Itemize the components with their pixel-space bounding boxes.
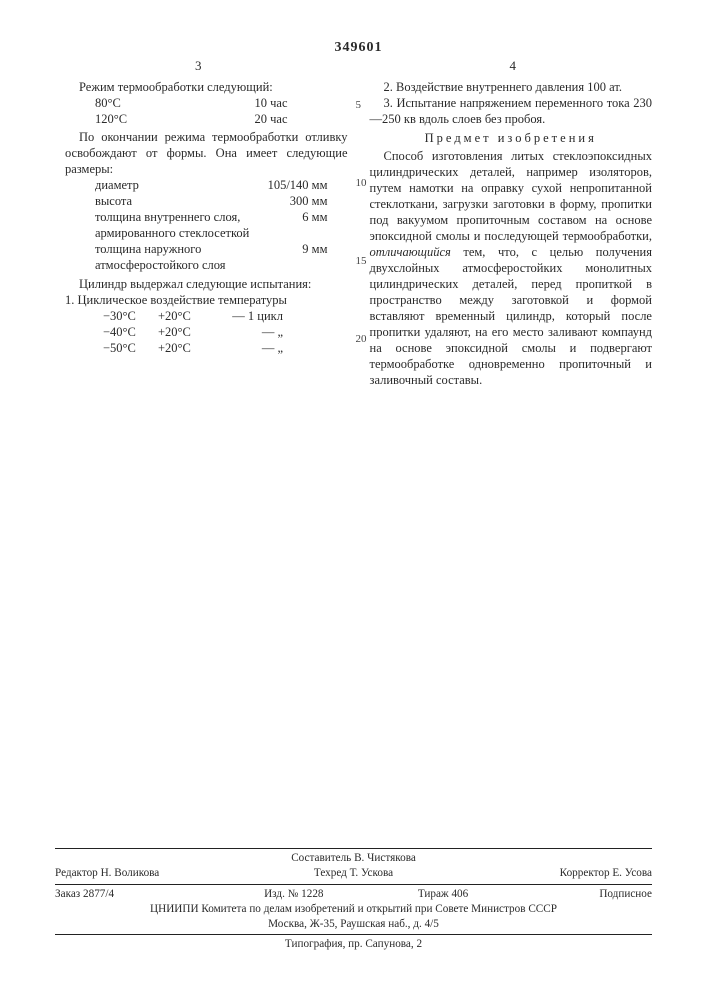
cycle-table: −30°C +20°C — 1 цикл −40°C +20°C — „ −50… — [65, 308, 348, 356]
claim-emphasis: отличающийся — [370, 245, 451, 259]
table-row: 120°C 20 час — [95, 111, 288, 127]
podpisnoe: Подписное — [518, 887, 652, 902]
cycle-temp-low: −40°C — [103, 324, 158, 340]
order-number: Заказ 2877/4 — [55, 887, 219, 902]
column-right: 4 5 10 15 20 2. Воздействие внутреннего … — [370, 58, 653, 388]
table-row: толщина наружного атмосферостойкого слоя… — [95, 241, 328, 273]
dim-value: 6 мм — [296, 209, 327, 241]
hours-value: 20 час — [248, 111, 287, 127]
cycle-temp-high: +20°C — [158, 308, 213, 324]
dim-label: диаметр — [95, 177, 139, 193]
tests-intro: Цилиндр выдержал следующие испытания: — [65, 276, 348, 292]
tirazh: Тираж 406 — [368, 887, 517, 902]
cycle-temp-low: −50°C — [103, 340, 158, 356]
page-col-number-left: 3 — [65, 58, 348, 75]
table-row: диаметр 105/140 мм — [95, 177, 328, 193]
credits-row: Редактор Н. Воликова Техред Т. Ускова Ко… — [55, 866, 652, 881]
divider — [55, 934, 652, 935]
table-row: −50°C +20°C — „ — [103, 340, 348, 356]
dim-label: толщина внутреннего слоя, армированного … — [95, 209, 255, 241]
dim-value: 105/140 мм — [262, 177, 328, 193]
claim-heading: Предмет изобретения — [370, 130, 653, 146]
test3-text: 3. Испытание напряжением переменного ток… — [370, 95, 653, 127]
cycle-temp-low: −30°C — [103, 308, 158, 324]
column-left: 3 Режим термообработки следующий: 80°C 1… — [65, 58, 348, 388]
address-line: Москва, Ж-35, Раушская наб., д. 4/5 — [55, 917, 652, 932]
corrector: Корректор Е. Усова — [453, 866, 652, 881]
temp-value: 80°C — [95, 95, 121, 111]
hours-value: 10 час — [248, 95, 287, 111]
dimensions-table: диаметр 105/140 мм высота 300 мм толщина… — [65, 177, 348, 273]
test2-text: 2. Воздействие внутреннего давления 100 … — [370, 79, 653, 95]
document-number: 349601 — [65, 40, 652, 56]
print-row: Заказ 2877/4 Изд. № 1228 Тираж 406 Подпи… — [55, 887, 652, 902]
temp-value: 120°C — [95, 111, 127, 127]
heat-mode-intro: Режим термообработки следующий: — [65, 79, 348, 95]
footer: Составитель В. Чистякова Редактор Н. Вол… — [55, 846, 652, 952]
table-row: толщина внутреннего слоя, армированного … — [95, 209, 328, 241]
techred: Техред Т. Ускова — [254, 866, 453, 881]
claim-text-b: тем, что, с целью получения двухслойных … — [370, 245, 653, 387]
table-row: −30°C +20°C — 1 цикл — [103, 308, 348, 324]
dim-value: 9 мм — [296, 241, 327, 273]
typography-line: Типография, пр. Сапунова, 2 — [55, 937, 652, 952]
line-marker: 10 — [356, 176, 367, 190]
table-row: 80°C 10 час — [95, 95, 288, 111]
page-col-number-right: 4 — [370, 58, 653, 75]
heat-mode-table: 80°C 10 час 120°C 20 час — [65, 95, 348, 127]
claim-paragraph: Способ изготовления литых стеклоэпоксидн… — [370, 148, 653, 388]
line-marker: 20 — [356, 332, 367, 346]
editor: Редактор Н. Воликова — [55, 866, 254, 881]
page: { "doc": { "number": "349601", "col_left… — [0, 0, 707, 1000]
dim-label: высота — [95, 193, 132, 209]
after-heat-paragraph: По окончании режима термообработки отлив… — [65, 129, 348, 177]
dim-value: 300 мм — [284, 193, 328, 209]
cycle-temp-high: +20°C — [158, 340, 213, 356]
cycle-temp-high: +20°C — [158, 324, 213, 340]
line-marker: 5 — [356, 98, 362, 112]
edition-number: Изд. № 1228 — [219, 887, 368, 902]
dim-label: толщина наружного атмосферостойкого слоя — [95, 241, 255, 273]
columns: 3 Режим термообработки следующий: 80°C 1… — [65, 58, 652, 388]
test1-title: 1. Циклическое воздействие температуры — [65, 292, 348, 308]
cycle-count: — „ — [213, 340, 283, 356]
org-line: ЦНИИПИ Комитета по делам изобретений и о… — [55, 902, 652, 917]
cycle-count: — „ — [213, 324, 283, 340]
divider — [55, 884, 652, 885]
claim-text-a: Способ изготовления литых стеклоэпоксидн… — [370, 149, 653, 243]
line-marker: 15 — [356, 254, 367, 268]
compiler-line: Составитель В. Чистякова — [55, 851, 652, 866]
table-row: высота 300 мм — [95, 193, 328, 209]
table-row: −40°C +20°C — „ — [103, 324, 348, 340]
divider — [55, 848, 652, 849]
cycle-count: — 1 цикл — [213, 308, 283, 324]
